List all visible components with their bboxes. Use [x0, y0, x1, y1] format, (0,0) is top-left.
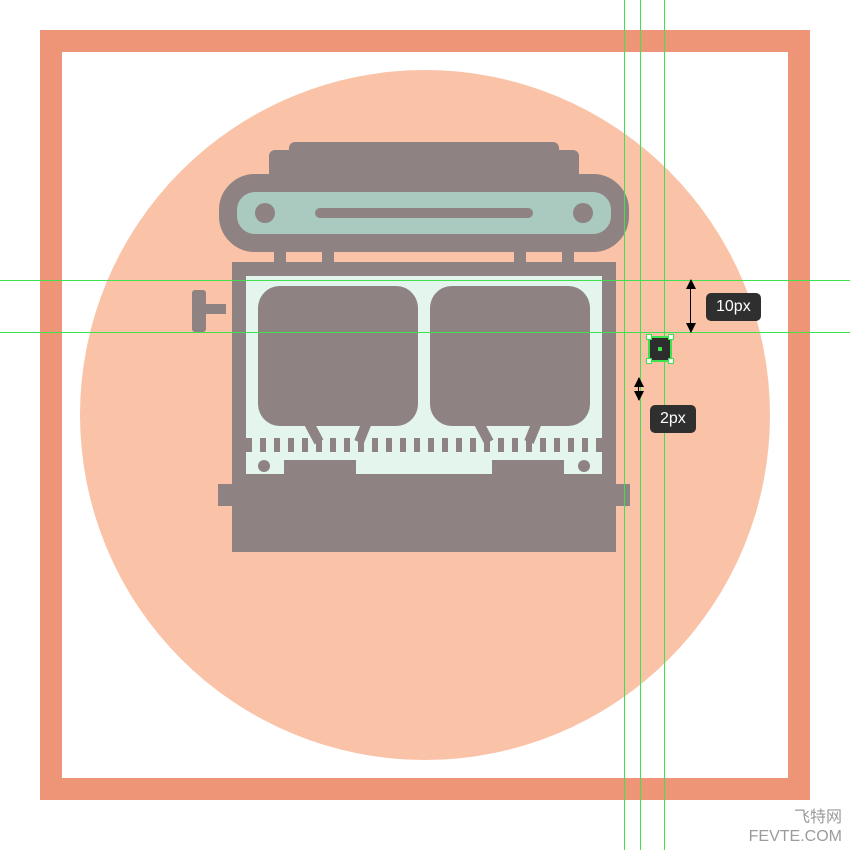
bus-window-right [430, 286, 590, 426]
bus-side-block [218, 484, 232, 506]
sign-dot-right [573, 203, 593, 223]
bus-bar [580, 486, 592, 502]
watermark-line2: FEVTE.COM [749, 827, 842, 846]
guide-horizontal[interactable] [0, 332, 850, 333]
bus-sign-panel [219, 174, 629, 252]
selection-handle[interactable] [669, 335, 673, 339]
mirror-left [192, 290, 206, 332]
bus-roof [289, 142, 559, 174]
guide-vertical[interactable] [624, 0, 625, 850]
bus-bar [256, 486, 268, 502]
measurement-label: 10px [706, 293, 761, 321]
bus-side-block [616, 484, 630, 506]
selection-handle[interactable] [647, 359, 651, 363]
sign-bar [315, 208, 533, 218]
measurement-arrow [690, 280, 691, 332]
watermark-line1: 飞特网 [749, 808, 842, 827]
bus-bar [284, 460, 356, 476]
selected-shape[interactable] [648, 336, 672, 362]
guide-horizontal[interactable] [0, 280, 850, 281]
bus-indicator [578, 460, 590, 472]
bus-window-left [258, 286, 418, 426]
selection-center [658, 347, 662, 351]
selection-handle[interactable] [647, 335, 651, 339]
bus-indicator [258, 460, 270, 472]
bus-bar [492, 460, 564, 476]
measurement-label: 2px [650, 405, 696, 433]
bus-tick-row [246, 438, 602, 452]
watermark: 飞特网 FEVTE.COM [749, 808, 842, 846]
sign-dot-left [255, 203, 275, 223]
guide-vertical[interactable] [640, 0, 641, 850]
bus-illustration [214, 142, 634, 552]
measurement-arrow [638, 378, 639, 400]
selection-handle[interactable] [669, 359, 673, 363]
mirror-arm-left [204, 304, 226, 314]
